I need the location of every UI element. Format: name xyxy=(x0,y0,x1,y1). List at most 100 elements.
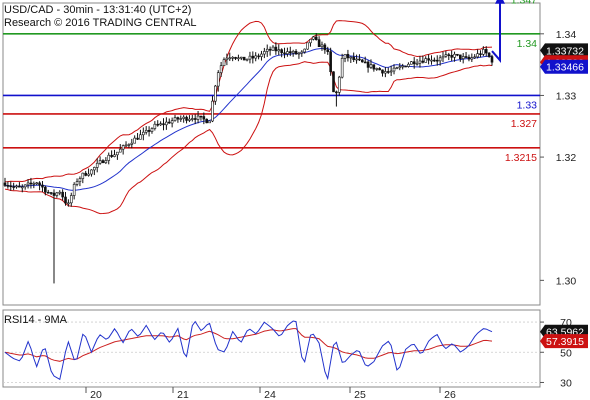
price-tag-0 xyxy=(540,43,588,58)
candle-body-76 xyxy=(222,59,226,66)
candle-body-64 xyxy=(188,118,191,121)
candle-body-151 xyxy=(438,57,442,62)
candle-body-50 xyxy=(147,129,151,132)
candle-body-159 xyxy=(461,56,465,59)
price-tag-label-2: 1.33466 xyxy=(546,62,584,74)
level-label-5: 1.3215 xyxy=(505,152,537,164)
candle-body-164 xyxy=(476,53,479,58)
candle-body-53 xyxy=(156,123,160,126)
level-label-3: 1.33 xyxy=(517,99,538,111)
candle-body-43 xyxy=(127,144,131,146)
candle-body-8 xyxy=(26,182,30,186)
candle-body-136 xyxy=(395,67,399,70)
rsi-frame xyxy=(2,309,541,388)
candle-body-122 xyxy=(355,58,358,61)
x-tick-label-4: 26 xyxy=(444,389,456,400)
rsi-panel xyxy=(3,320,540,383)
candle-body-28 xyxy=(84,172,87,176)
candle-body-110 xyxy=(320,44,324,48)
candle-body-94 xyxy=(274,46,278,52)
candle-body-78 xyxy=(228,57,232,60)
candle-body-142 xyxy=(412,61,416,65)
candle-body-54 xyxy=(159,123,162,126)
candle-body-37 xyxy=(110,154,113,157)
trend-arrow-line xyxy=(491,1,501,64)
candle-body-149 xyxy=(433,59,436,62)
candle-body-95 xyxy=(277,49,281,52)
candle-body-125 xyxy=(363,61,367,64)
candle-body-71 xyxy=(208,120,211,124)
candle-body-34 xyxy=(101,160,105,164)
candle-body-42 xyxy=(124,144,128,147)
candle-body-21 xyxy=(64,196,67,204)
candle-body-130 xyxy=(378,68,381,71)
candle-body-15 xyxy=(46,191,50,194)
candle-body-165 xyxy=(479,53,482,55)
x-tick-label-0: 20 xyxy=(90,389,102,400)
candle-body-83 xyxy=(242,56,246,61)
x-tick-label-2: 24 xyxy=(264,389,276,400)
candle-body-61 xyxy=(179,118,183,120)
y-tick-label-1: 1.33 xyxy=(556,90,577,102)
candle-body-160 xyxy=(464,56,468,58)
candle-body-86 xyxy=(251,55,255,59)
candle-body-109 xyxy=(317,39,321,48)
price-tag-2 xyxy=(540,59,588,74)
candle-body-44 xyxy=(130,142,134,145)
candle-body-140 xyxy=(407,63,410,67)
rsi-ma-value-tag xyxy=(540,334,588,349)
candle-body-56 xyxy=(165,121,168,126)
candle-body-65 xyxy=(191,118,194,120)
bollinger-lower xyxy=(4,61,493,215)
candle-body-106 xyxy=(309,38,312,44)
candle-body-31 xyxy=(93,167,96,171)
candle-body-102 xyxy=(297,52,301,55)
candle-body-132 xyxy=(384,71,387,74)
candle-body-45 xyxy=(133,137,136,144)
labels: USD/CAD - 30min - 13:31:40 (UTC+2) Resea… xyxy=(4,4,197,326)
candle-body-22 xyxy=(67,202,70,205)
candle-body-169 xyxy=(490,56,494,63)
candle-body-88 xyxy=(257,55,260,58)
candle-body-47 xyxy=(139,134,142,140)
y-tick-label-3: 1.30 xyxy=(556,275,577,287)
candle-body-41 xyxy=(121,145,125,150)
candle-body-168 xyxy=(487,52,491,57)
rsi-line xyxy=(4,320,493,381)
candle-body-119 xyxy=(346,53,350,59)
candle-body-20 xyxy=(61,191,64,198)
candle-body-152 xyxy=(441,55,445,59)
candle-body-92 xyxy=(268,48,272,51)
rsi-y-tick-label-0: 70 xyxy=(560,317,572,329)
candle-body-89 xyxy=(260,53,263,57)
rsi-ma-value-tag-label: 57.3915 xyxy=(546,336,584,348)
candle-body-114 xyxy=(332,71,335,93)
candle-body-16 xyxy=(49,192,53,194)
candle-body-25 xyxy=(75,181,79,185)
candle-body-105 xyxy=(306,42,309,50)
candle-body-167 xyxy=(484,49,488,54)
candle-body-112 xyxy=(326,49,330,52)
chart-title: USD/CAD - 30min - 13:31:40 (UTC+2) xyxy=(4,4,191,16)
candle-body-143 xyxy=(415,62,419,65)
candle-body-145 xyxy=(421,60,425,63)
y-tick-label-0: 1.34 xyxy=(556,29,577,41)
candle-body-1 xyxy=(6,185,10,187)
candle-body-33 xyxy=(98,160,102,164)
level-label-4: 1.327 xyxy=(511,118,537,130)
candle-body-115 xyxy=(335,91,338,94)
candle-body-154 xyxy=(447,54,451,56)
price-frame xyxy=(2,2,541,306)
candle-body-9 xyxy=(29,182,33,185)
candle-body-148 xyxy=(430,59,433,62)
candle-body-11 xyxy=(35,182,38,185)
trend-arrow-head xyxy=(495,0,505,4)
candle-body-74 xyxy=(216,72,220,87)
candle-body-131 xyxy=(381,69,384,74)
candle-body-66 xyxy=(193,118,197,120)
candle-body-12 xyxy=(38,182,41,186)
candle-body-156 xyxy=(453,53,456,58)
candle-body-150 xyxy=(435,59,439,62)
